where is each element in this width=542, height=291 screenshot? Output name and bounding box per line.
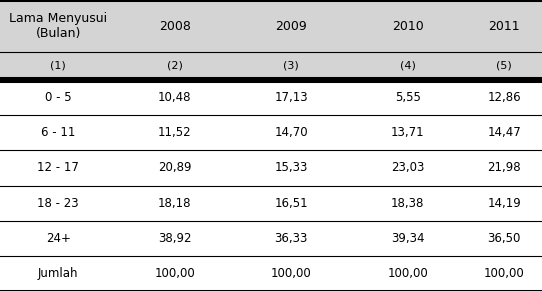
Text: (3): (3) [283,61,299,71]
Text: 14,47: 14,47 [487,126,521,139]
Text: 14,19: 14,19 [487,197,521,210]
Text: 36,50: 36,50 [487,232,521,245]
Bar [0,150,542,185]
Text: (2): (2) [167,61,183,71]
Text: 0 - 5: 0 - 5 [45,91,72,104]
Text: 12,86: 12,86 [487,91,521,104]
Text: (5): (5) [496,61,512,71]
Text: Lama Menyusui
(Bulan): Lama Menyusui (Bulan) [9,12,107,40]
Bar [0,221,542,256]
Text: 17,13: 17,13 [274,91,308,104]
Bar [0,185,542,221]
Text: 18 - 23: 18 - 23 [37,197,79,210]
Text: 15,33: 15,33 [275,162,308,174]
Text: 2011: 2011 [488,19,520,33]
Text: 18,18: 18,18 [158,197,191,210]
Text: 12 - 17: 12 - 17 [37,162,79,174]
Bar [0,80,542,115]
Bar [0,256,542,291]
Text: 23,03: 23,03 [391,162,424,174]
Text: 39,34: 39,34 [391,232,424,245]
Text: 2010: 2010 [392,19,424,33]
Text: 10,48: 10,48 [158,91,191,104]
Text: 100,00: 100,00 [388,267,428,280]
Bar [0,115,542,150]
Bar [0,0,542,52]
Text: 21,98: 21,98 [487,162,521,174]
Text: 100,00: 100,00 [271,267,312,280]
Text: 36,33: 36,33 [275,232,308,245]
Text: 13,71: 13,71 [391,126,425,139]
Text: 16,51: 16,51 [274,197,308,210]
Text: 14,70: 14,70 [274,126,308,139]
Text: 11,52: 11,52 [158,126,192,139]
Bar [0,52,542,80]
Text: (4): (4) [400,61,416,71]
Text: 20,89: 20,89 [158,162,191,174]
Text: 100,00: 100,00 [154,267,195,280]
Text: 38,92: 38,92 [158,232,191,245]
Text: 100,00: 100,00 [483,267,525,280]
Text: 2009: 2009 [275,19,307,33]
Text: 6 - 11: 6 - 11 [41,126,75,139]
Text: 5,55: 5,55 [395,91,421,104]
Text: Jumlah: Jumlah [38,267,79,280]
Text: 18,38: 18,38 [391,197,424,210]
Text: (1): (1) [50,61,66,71]
Text: 24+: 24+ [46,232,70,245]
Text: 2008: 2008 [159,19,191,33]
